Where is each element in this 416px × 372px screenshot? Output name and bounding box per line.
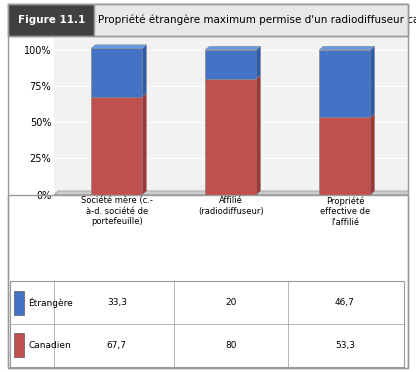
Polygon shape xyxy=(319,46,374,50)
Bar xyxy=(319,118,371,195)
Text: Société mère (c.-
à-d. société de
portefeuille): Société mère (c.- à-d. société de portef… xyxy=(81,196,153,226)
Text: Propriété
effective de
l'affilié: Propriété effective de l'affilié xyxy=(320,196,370,227)
Text: 20: 20 xyxy=(225,298,237,307)
Bar xyxy=(94,4,408,36)
Text: 67,7: 67,7 xyxy=(107,341,127,350)
Polygon shape xyxy=(257,46,260,79)
Polygon shape xyxy=(143,93,146,195)
Polygon shape xyxy=(205,46,260,50)
Text: 53,3: 53,3 xyxy=(335,341,355,350)
Bar xyxy=(14,291,24,315)
Bar xyxy=(14,333,24,357)
Text: 46,7: 46,7 xyxy=(335,298,355,307)
Text: Figure 11.1: Figure 11.1 xyxy=(17,15,85,25)
Polygon shape xyxy=(91,45,146,48)
Polygon shape xyxy=(371,114,374,195)
Polygon shape xyxy=(371,46,374,118)
Bar xyxy=(91,48,143,97)
Text: 33,3: 33,3 xyxy=(107,298,127,307)
Polygon shape xyxy=(143,45,146,97)
Bar xyxy=(205,50,257,79)
Bar xyxy=(10,281,404,366)
Bar xyxy=(205,79,257,195)
Text: Affilié
(radiodiffuseur): Affilié (radiodiffuseur) xyxy=(198,196,264,216)
Text: Étrangère: Étrangère xyxy=(28,298,73,308)
Text: 80: 80 xyxy=(225,341,237,350)
Polygon shape xyxy=(54,191,412,195)
Text: Propriété étrangère maximum permise d'un radiodiffuseur canadien: Propriété étrangère maximum permise d'un… xyxy=(98,15,416,25)
Bar xyxy=(319,50,371,118)
Polygon shape xyxy=(257,75,260,195)
Bar xyxy=(8,4,94,36)
Text: Canadien: Canadien xyxy=(28,341,71,350)
Bar xyxy=(91,97,143,195)
